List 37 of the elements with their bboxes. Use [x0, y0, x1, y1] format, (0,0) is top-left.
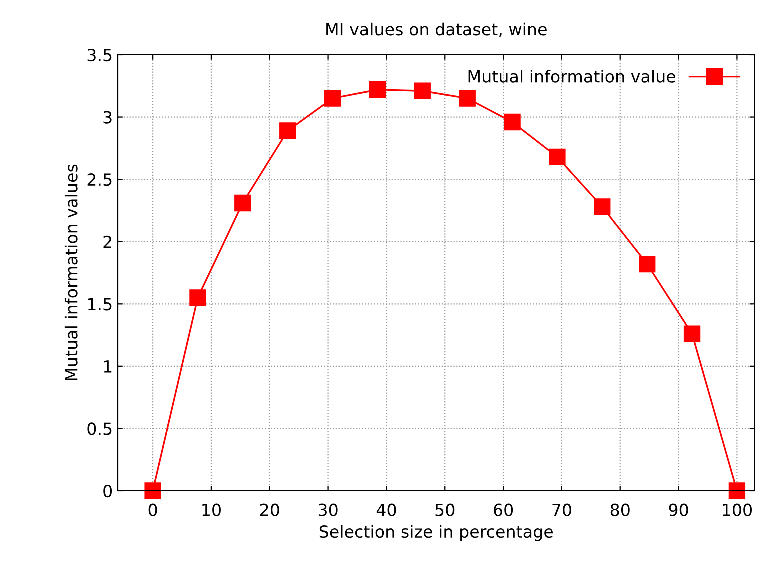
x-tick-label: 0 — [148, 504, 158, 516]
point — [324, 90, 342, 107]
point — [594, 198, 611, 216]
y-tick-label: 2 — [104, 236, 112, 248]
y-tick-label: 1 — [104, 360, 112, 373]
y-axis-title: Mutual information values — [64, 164, 78, 380]
chart-title: MI values on dataset, wine — [326, 22, 547, 38]
y-tick-label: 2.5 — [88, 174, 112, 186]
point — [639, 256, 656, 273]
point — [369, 82, 386, 98]
point — [190, 290, 206, 306]
point — [144, 482, 162, 500]
x-tick-label: 30 — [318, 504, 338, 516]
x-tick-label: 20 — [260, 504, 280, 516]
x-tick-label: 60 — [494, 504, 514, 516]
y-tick-label: 3.5 — [88, 48, 112, 62]
x-tick-label: 80 — [610, 504, 630, 516]
x-tick-label: 10 — [202, 504, 221, 516]
point — [504, 114, 521, 131]
x-tick-label: 90 — [669, 504, 688, 516]
x-tick-label: 50 — [436, 504, 455, 516]
y-tick-label: 0.5 — [88, 422, 112, 436]
x-tick-label: 40 — [376, 504, 396, 516]
point — [414, 82, 431, 100]
y-tick-label: 0 — [104, 484, 112, 498]
point — [728, 482, 746, 500]
legend-label: Mutual information value — [468, 70, 676, 83]
point — [459, 90, 476, 107]
x-axis-title: Selection size in percentage — [320, 525, 554, 542]
point — [280, 122, 296, 140]
x-tick-label: 100 — [723, 504, 752, 516]
point — [234, 194, 252, 212]
y-tick-label: 3 — [104, 111, 112, 124]
x-tick-label: 70 — [552, 504, 572, 516]
y-tick-label: 1.5 — [88, 298, 112, 311]
point — [549, 148, 566, 166]
point — [684, 326, 701, 342]
